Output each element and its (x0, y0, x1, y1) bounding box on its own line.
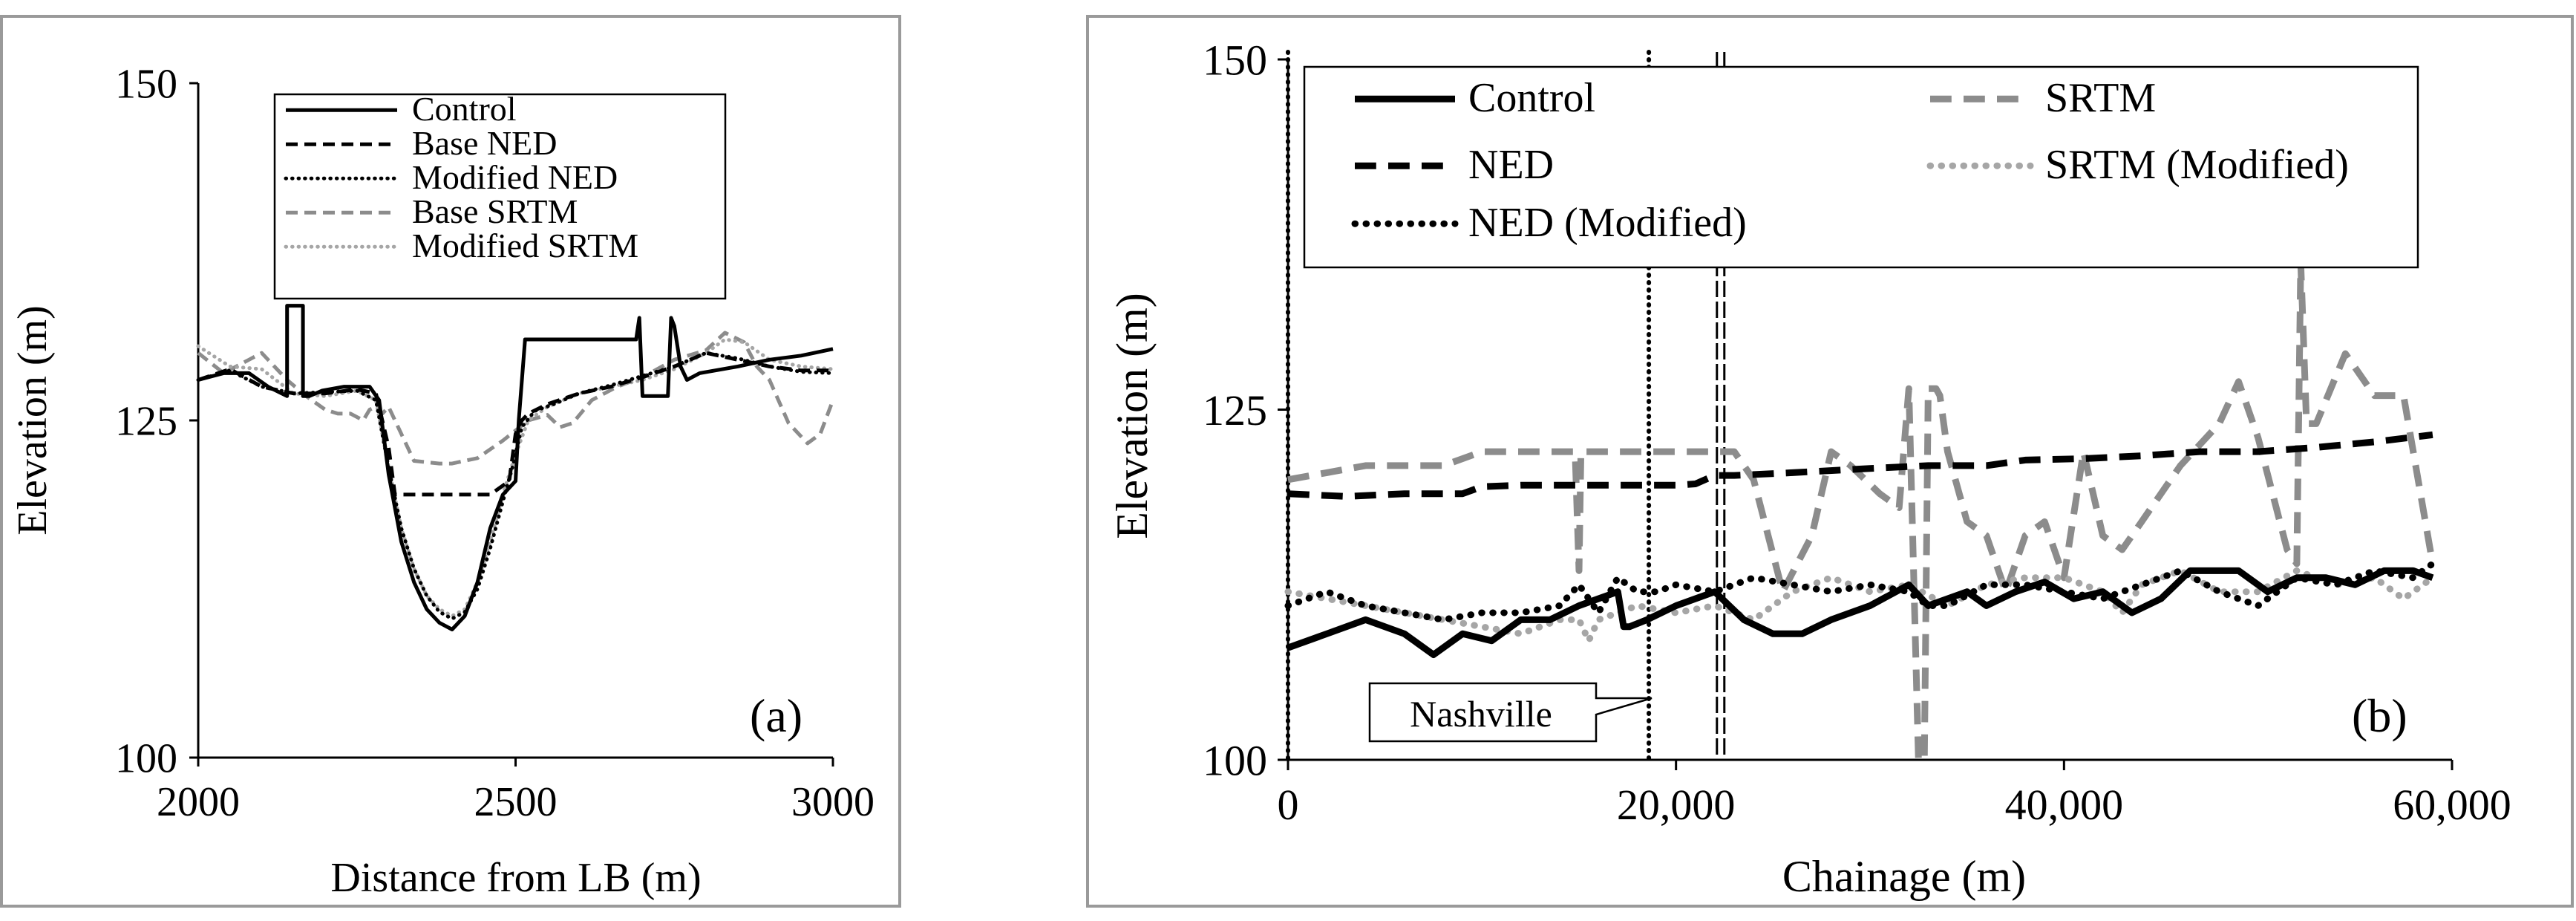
panel-a-ylabel: Elevation (m) (10, 305, 56, 535)
legend-label: SRTM (Modified) (2045, 142, 2349, 188)
x-tick-label: 2000 (157, 779, 240, 825)
panel-b-xlabel: Chainage (m) (1782, 852, 2026, 901)
series-line-control (197, 304, 834, 631)
legend-label: Base SRTM (412, 192, 578, 230)
x-tick-label: 20,000 (1617, 781, 1736, 829)
series-line-control (1287, 567, 2434, 658)
x-tick-label: 60,000 (2393, 781, 2511, 829)
legend-label: Control (412, 90, 517, 128)
legend-label: NED (1468, 142, 1554, 188)
panel-a-xlabel: Distance from LB (m) (330, 855, 701, 901)
y-tick-label: 125 (1203, 386, 1267, 435)
panel-a-label: (a) (750, 689, 802, 742)
y-tick-label: 150 (1203, 36, 1267, 84)
legend-label: Control (1468, 75, 1595, 121)
y-tick-label: 100 (1203, 736, 1267, 784)
nashville-callout: Nashville (1368, 682, 1653, 743)
panel-b-label: (b) (2352, 689, 2407, 742)
x-tick-label: 2500 (474, 779, 558, 825)
x-tick-label: 40,000 (2005, 781, 2124, 829)
y-tick-label: 150 (115, 62, 177, 108)
panel-b-legend: Control NED NED (Modified) SRTM SRTM (Modifi… (1303, 65, 2419, 269)
nashville-label: Nashville (1410, 693, 1552, 735)
x-tick-label: 0 (1278, 781, 1299, 829)
legend-label: Modified SRTM (412, 227, 638, 264)
series-line-base-srtm (197, 331, 835, 466)
series-line-modified-ned (196, 351, 835, 621)
panel-b: 0 20,000 40,000 60,000 100 125 150 Control NED N… (1108, 36, 2511, 901)
legend-label: Modified NED (412, 158, 618, 196)
series-line-ned (1287, 431, 2433, 500)
legend-label: Base NED (412, 124, 557, 162)
x-tick-label: 3000 (791, 779, 875, 825)
series-line-srtm (1287, 259, 2436, 764)
panel-b-ylabel: Elevation (m) (1108, 293, 1157, 539)
series-line-base-ned (197, 351, 833, 497)
legend-label: SRTM (2045, 75, 2156, 121)
y-tick-label: 100 (115, 736, 177, 782)
legend-label: NED (Modified) (1468, 200, 1747, 246)
y-tick-label: 125 (115, 399, 177, 445)
